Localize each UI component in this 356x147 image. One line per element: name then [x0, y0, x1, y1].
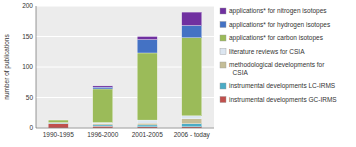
x-tick-label: 1990-1995	[43, 131, 74, 138]
legend-label: applications* for carbon isotopes	[229, 34, 324, 42]
legend-label: literature reviews for CSIA	[229, 48, 305, 55]
legend: applications* for nitrogen isotopes appli…	[220, 7, 337, 104]
legend-swatch	[220, 49, 226, 55]
grid-line	[36, 6, 214, 7]
bar-segment	[182, 38, 202, 116]
legend-swatch	[220, 97, 226, 103]
bar-segment	[182, 124, 202, 127]
legend-label: methodological developments for CSIA	[229, 61, 325, 76]
x-tick-label: 2001-2005	[132, 131, 163, 138]
bar-segment	[48, 120, 68, 121]
legend-label: instrumental developments LC-IRMS	[229, 82, 336, 90]
bar-segment	[48, 120, 68, 122]
bar-segment	[137, 40, 157, 53]
chart-container: 0 50 100 150 200 1990-1995 1996-2000 2001-2005 2…	[0, 0, 356, 147]
bar-segment	[137, 37, 157, 40]
x-tick-label: 1996-2000	[87, 131, 118, 138]
y-tick-label: 0	[29, 124, 33, 131]
legend-label: applications* for hydrogen isotopes	[229, 21, 331, 29]
legend-swatch	[220, 8, 226, 14]
bar-segment	[93, 89, 113, 123]
bar-segment	[182, 26, 202, 38]
bar-segment	[93, 86, 113, 87]
bar-segment	[137, 120, 157, 123]
bar-segment	[137, 53, 157, 120]
bar-segment	[182, 12, 202, 25]
bar-segment	[93, 87, 113, 89]
y-axis-label: number of publications	[3, 34, 11, 100]
legend-label: instrumental developments GC-IRMS	[229, 96, 337, 104]
legend-swatch	[220, 35, 226, 41]
bar-segment	[93, 124, 113, 125]
bar-segment	[48, 123, 68, 125]
y-tick-label: 200	[22, 2, 33, 9]
bar-segment	[182, 119, 202, 124]
x-tick-label: 2006 - today	[174, 131, 211, 139]
legend-swatch	[220, 62, 226, 68]
bar-segment	[182, 116, 202, 119]
chart: 0 50 100 150 200 1990-1995 1996-2000 2001-2005 2…	[0, 0, 356, 147]
bar-segment	[93, 125, 113, 126]
bar-segment	[137, 125, 157, 127]
y-tick-label: 150	[22, 33, 33, 40]
y-axis	[36, 6, 37, 128]
legend-swatch	[220, 22, 226, 28]
bar-segment	[93, 123, 113, 124]
x-axis	[36, 128, 214, 129]
y-tick-label: 50	[26, 94, 34, 101]
bar-segment	[137, 123, 157, 125]
legend-label: applications* for nitrogen isotopes	[229, 7, 327, 15]
legend-swatch	[220, 83, 226, 89]
plot-background	[36, 6, 214, 128]
bars	[48, 12, 202, 128]
bar-segment	[48, 124, 68, 128]
bar-segment	[48, 120, 68, 121]
y-tick-label: 100	[22, 63, 33, 70]
